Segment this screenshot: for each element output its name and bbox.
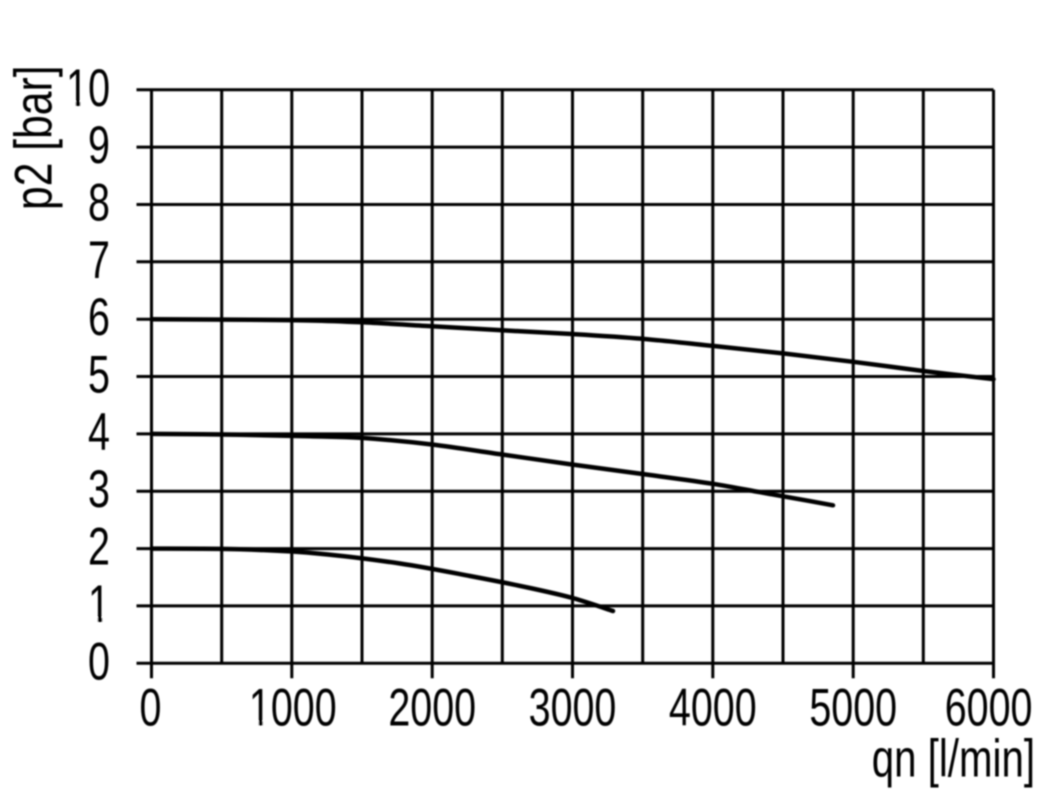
svg-text:3000: 3000 xyxy=(529,678,617,737)
svg-text:p2 [bar]: p2 [bar] xyxy=(4,65,64,210)
svg-text:6: 6 xyxy=(88,287,110,346)
svg-text:2000: 2000 xyxy=(388,678,476,737)
svg-text:4: 4 xyxy=(88,402,110,461)
svg-text:9: 9 xyxy=(88,115,110,174)
svg-text:qn [l/min]: qn [l/min] xyxy=(872,729,1035,789)
svg-text:10: 10 xyxy=(66,58,110,117)
svg-text:0: 0 xyxy=(88,632,110,691)
svg-text:3: 3 xyxy=(88,459,110,518)
svg-text:2: 2 xyxy=(88,517,110,576)
svg-text:4000: 4000 xyxy=(669,678,757,737)
svg-text:1: 1 xyxy=(88,574,110,633)
svg-text:5: 5 xyxy=(88,345,110,404)
svg-text:0: 0 xyxy=(140,678,162,737)
svg-text:1000: 1000 xyxy=(249,678,337,737)
svg-text:7: 7 xyxy=(88,230,110,289)
svg-text:8: 8 xyxy=(88,173,110,232)
svg-text:6000: 6000 xyxy=(945,678,1033,737)
svg-text:5000: 5000 xyxy=(809,678,897,737)
